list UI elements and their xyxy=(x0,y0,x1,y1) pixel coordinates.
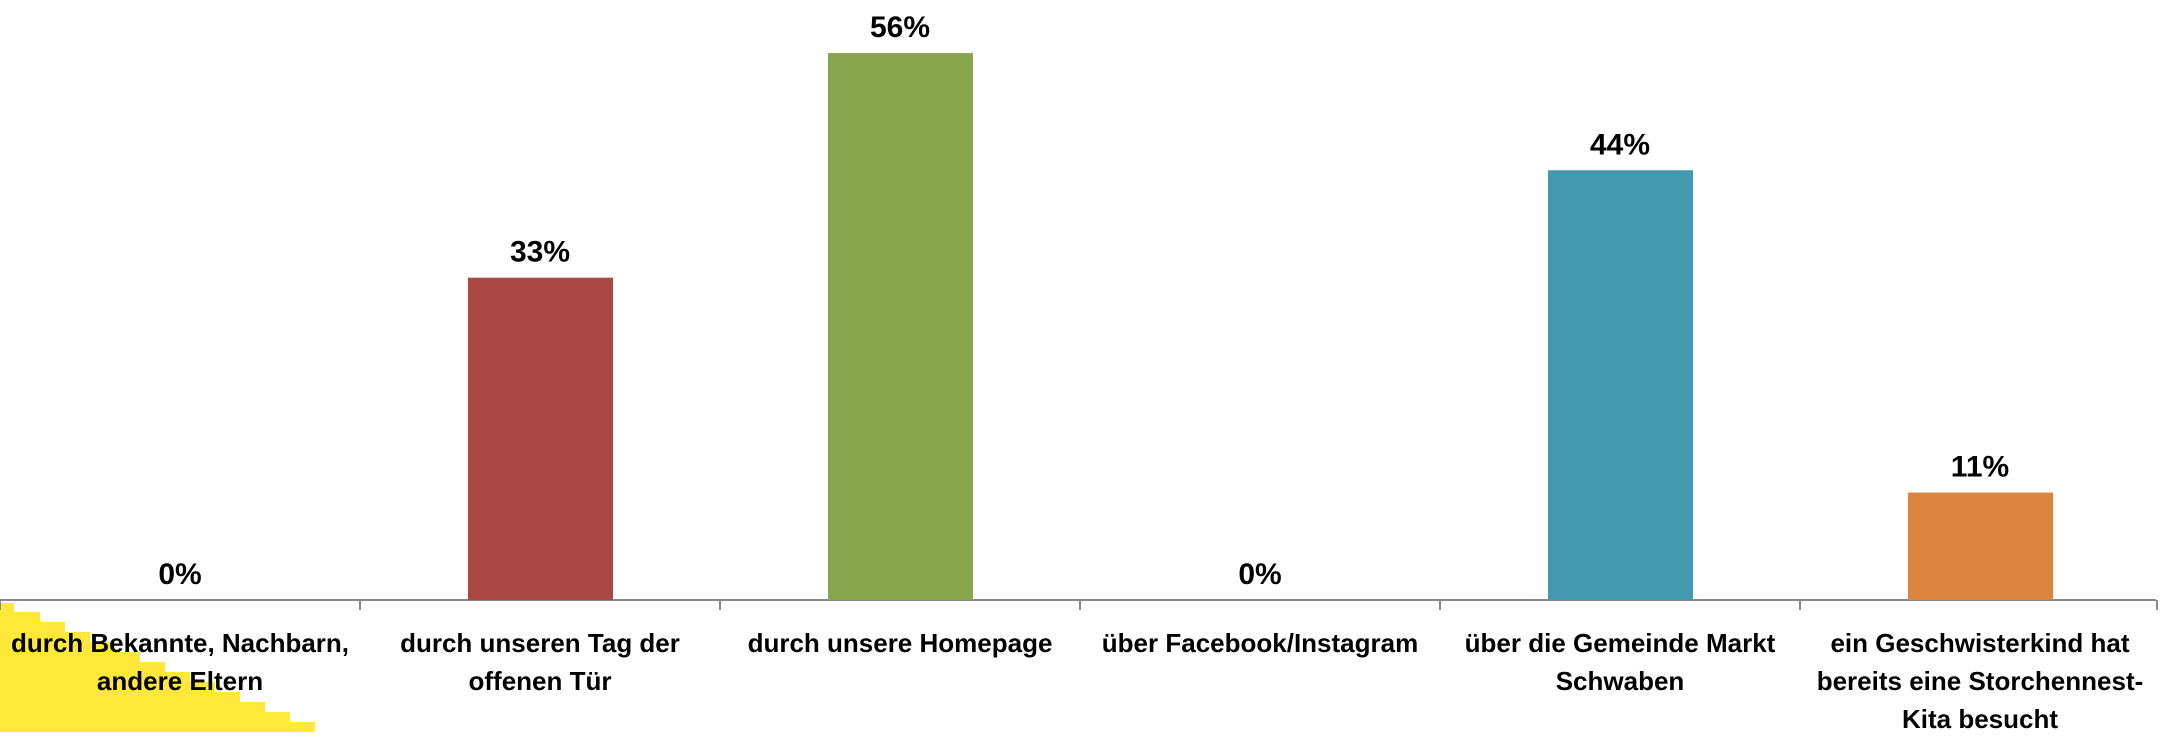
value-label: 56% xyxy=(870,11,930,44)
bar xyxy=(828,53,973,601)
category-label: ein Geschwisterkind hat bereits eine Sto… xyxy=(1816,628,2144,734)
bar xyxy=(1548,170,1693,600)
bar xyxy=(468,277,613,600)
value-label: 44% xyxy=(1590,128,1650,161)
value-label: 33% xyxy=(510,236,570,269)
category-label: über Facebook/Instagram xyxy=(1101,628,1419,658)
category-label: durch unsere Homepage xyxy=(747,628,1053,658)
category-label: durch unseren Tag der offenen Tür xyxy=(400,628,680,696)
value-label: 0% xyxy=(158,558,201,591)
value-label: 11% xyxy=(1951,451,2009,484)
decoration xyxy=(0,603,315,732)
value-label: 0% xyxy=(1238,558,1281,591)
category-label: über die Gemeinde Markt Schwaben xyxy=(1464,628,1776,696)
bar xyxy=(1908,492,2053,600)
category-label: durch Bekannte, Nachbarn, andere Eltern xyxy=(10,628,350,696)
